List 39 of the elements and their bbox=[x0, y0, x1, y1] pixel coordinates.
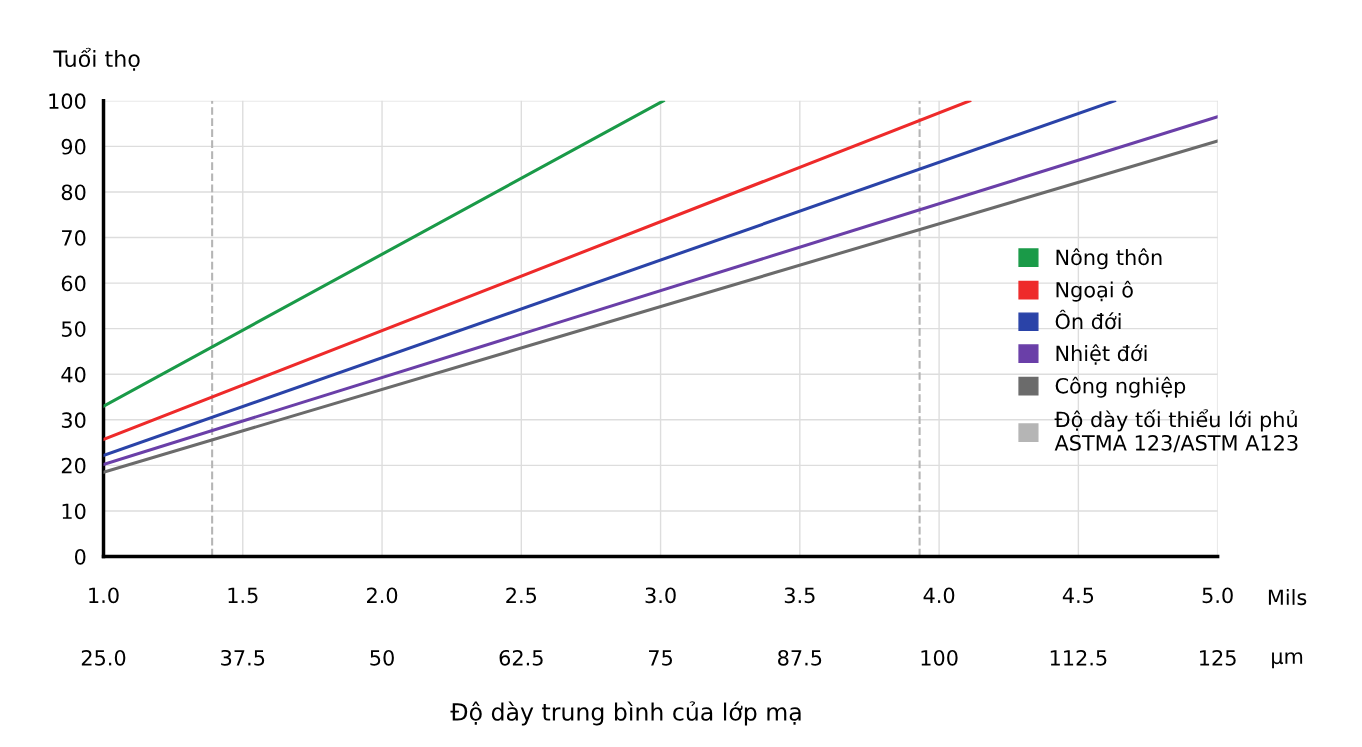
x-tick-label: 5.0 bbox=[1202, 587, 1233, 604]
y-tick-label: 20 bbox=[61, 457, 86, 474]
x2-tick-label: 125 bbox=[1200, 649, 1236, 666]
x2-tick-label: 50 bbox=[370, 649, 394, 666]
y-tick-label: 90 bbox=[61, 138, 86, 155]
y-axis-title: Tuổi thọ bbox=[53, 47, 140, 71]
text: µm bbox=[1272, 652, 1303, 669]
x-tick-label: 2.0 bbox=[367, 587, 398, 604]
x2-tick-label: 87.5 bbox=[778, 649, 822, 666]
y-tick-label: 100 bbox=[49, 93, 86, 110]
x-axis-title: Độ dày trung bình của lớp mạ bbox=[450, 701, 801, 726]
x2-tick-label: 25.0 bbox=[81, 649, 126, 666]
legend-label: Công nghiệp bbox=[1055, 376, 1186, 398]
x-tick-label: 1.5 bbox=[228, 587, 258, 604]
legend-label: Nhiệt đới bbox=[1056, 344, 1147, 365]
legend-label: Ngoại ô bbox=[1056, 280, 1133, 302]
x-tick-label: 4.5 bbox=[1062, 587, 1094, 604]
x2-tick-label: 112.5 bbox=[1050, 649, 1107, 666]
legend-label: Độ dày tối thiểu lới phủ ASTMA 123/ASTM A123 bbox=[1054, 409, 1298, 453]
y-tick-label: 30 bbox=[61, 412, 86, 429]
y-tick-label: 70 bbox=[62, 230, 86, 246]
legend-label: Ôn đới bbox=[1055, 309, 1121, 330]
y-tick-label: 60 bbox=[61, 275, 86, 292]
x2-tick-label: 100 bbox=[921, 649, 958, 666]
x2-tick-label: 62.5 bbox=[499, 649, 543, 666]
x2-tick-label: 75 bbox=[649, 650, 673, 666]
y-tick-label: 10 bbox=[62, 503, 86, 520]
legend-label: Nông thôn bbox=[1056, 248, 1162, 270]
y-tick-label: 0 bbox=[74, 548, 86, 565]
x-tick-label: 2.5 bbox=[506, 587, 537, 604]
x2-tick-label: 37.5 bbox=[221, 649, 265, 666]
x-tick-label: 1.0 bbox=[89, 587, 119, 604]
x-tick-label: 3.0 bbox=[645, 587, 676, 604]
x-tick-label: 3.5 bbox=[784, 587, 815, 604]
y-tick-label: 50 bbox=[61, 321, 86, 337]
y-tick-label: 80 bbox=[61, 184, 86, 201]
text: Mils bbox=[1268, 589, 1307, 606]
x-tick-label: 4.0 bbox=[923, 587, 955, 604]
y-tick-label: 40 bbox=[61, 366, 86, 383]
